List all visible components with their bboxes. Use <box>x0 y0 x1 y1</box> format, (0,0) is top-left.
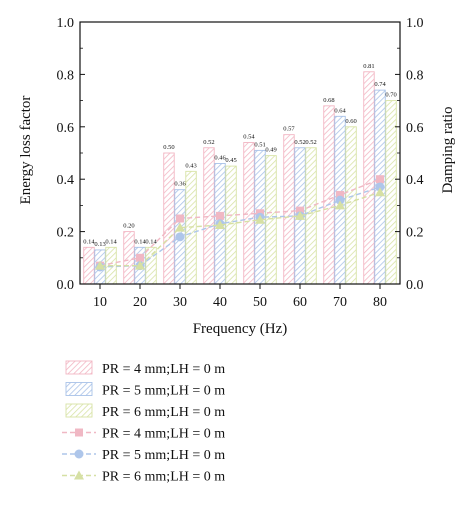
data-label-3-50: 0.49 <box>265 147 276 154</box>
data-labels-layer: 0.140.200.500.520.540.570.680.810.13 0.14… <box>83 63 396 248</box>
y-left-tick-label-0.0: 0.0 <box>57 278 75 293</box>
marker-2-70 <box>335 195 345 205</box>
data-label-3-60: 0.52 <box>305 139 316 146</box>
y-right-tick-label-0.2: 0.2 <box>406 226 424 241</box>
marker-3-70 <box>335 200 345 210</box>
axes-layer: 0.0 0.2 0.4 0.6 0.8 1.0 0.0 0.2 0.4 0.6 0.8 1.0 10 20… <box>57 16 424 310</box>
marker-1-80 <box>376 175 384 184</box>
marker-3-40 <box>215 220 225 230</box>
y-left-tick-label-1.0: 1.0 <box>57 16 75 31</box>
legend-swatch-bar-1 <box>65 360 93 375</box>
data-label-1-20: 0.20 <box>123 223 134 230</box>
marker-3-10 <box>95 260 105 270</box>
x-tick-label-40: 40 <box>213 295 227 310</box>
marker-1-40 <box>216 211 224 220</box>
legend-label-line-2: PR = 5 mm;LH = 0 m <box>102 448 225 463</box>
y-right-tick-label-0.8: 0.8 <box>406 68 424 83</box>
marker-3-30 <box>175 222 185 232</box>
data-label-2-60: 0.52 <box>294 139 305 146</box>
bars-layer <box>83 71 397 285</box>
data-label-3-10: 0.14 <box>105 238 117 245</box>
data-label-1-60: 0.57 <box>283 126 295 133</box>
legend-label-line-1: PR = 4 mm;LH = 0 m <box>102 427 225 442</box>
data-label-2-10: 0.13 <box>94 241 105 248</box>
marker-2-80 <box>375 182 385 192</box>
y-right-tick-label-0.0: 0.0 <box>406 278 424 293</box>
x-tick-label-30: 30 <box>173 295 187 310</box>
line-series-2 <box>99 186 381 268</box>
legend-label-line-3: PR = 6 mm;LH = 0 m <box>102 470 225 485</box>
marker-2-30 <box>175 232 185 242</box>
bar-1-10 <box>83 246 95 285</box>
data-label-1-70: 0.68 <box>323 97 334 104</box>
y-left-tick-label-0.8: 0.8 <box>57 68 75 83</box>
legend-marker-1 <box>75 428 83 437</box>
marker-3-60 <box>295 210 305 220</box>
data-label-1-40: 0.52 <box>203 139 214 146</box>
bar-1-60 <box>283 134 295 285</box>
marker-3-80 <box>375 187 385 197</box>
bar-3-80 <box>385 100 397 285</box>
x-tick-label-60: 60 <box>293 295 307 310</box>
bar-1-80 <box>363 71 375 285</box>
bar-1-70 <box>323 105 335 285</box>
lines-layer <box>95 175 385 272</box>
data-label-3-20: 0.14 <box>145 238 157 245</box>
bar-3-70 <box>345 126 357 285</box>
bar-1-30 <box>163 152 175 285</box>
data-label-3-40: 0.45 <box>225 157 236 164</box>
data-label-1-10: 0.14 <box>83 238 95 245</box>
legend-label-bar-3: PR = 6 mm;LH = 0 m <box>102 405 225 420</box>
bar-3-20 <box>145 246 157 285</box>
bar-3-40 <box>225 165 237 285</box>
y-axis-left-title: Energy loss factor <box>18 96 34 205</box>
legend-swatch-bar-3 <box>65 403 93 418</box>
marker-1-60 <box>296 206 304 215</box>
legend-swatch-bar-2 <box>65 382 93 396</box>
data-label-2-80: 0.74 <box>374 81 386 88</box>
line-series-3 <box>100 191 381 267</box>
y-right-tick-label-1.0: 1.0 <box>406 16 424 31</box>
y-right-tick-label-0.4: 0.4 <box>406 173 424 188</box>
x-tick-label-20: 20 <box>133 295 147 310</box>
y-axis-right-title: Damping ratio <box>440 106 456 193</box>
data-label-2-20: 0.14 <box>134 238 146 245</box>
marker-1-70 <box>336 190 344 199</box>
bar-3-30 <box>185 170 197 285</box>
y-right-tick-label-0.6: 0.6 <box>406 121 424 136</box>
data-label-2-70: 0.64 <box>334 107 346 114</box>
x-tick-label-50: 50 <box>253 295 267 310</box>
legend-label-bar-1: PR = 4 mm;LH = 0 m <box>102 362 225 377</box>
data-label-2-30: 0.36 <box>174 181 186 188</box>
marker-1-30 <box>176 214 184 223</box>
bar-1-20 <box>123 231 135 285</box>
legend-label-bar-2: PR = 5 mm;LH = 0 m <box>102 384 225 399</box>
data-label-1-50: 0.54 <box>243 134 255 141</box>
data-label-2-50: 0.51 <box>254 141 265 148</box>
legend-marker-3 <box>74 470 84 480</box>
legend: PR = 4 mm;LH = 0 m PR = 5 mm;LH = 0 m PR =… <box>62 360 225 485</box>
marker-3-50 <box>255 214 265 224</box>
marker-3-20 <box>135 260 145 270</box>
data-label-3-70: 0.60 <box>345 118 356 125</box>
marker-1-20 <box>136 253 144 262</box>
data-label-1-30: 0.50 <box>163 144 174 151</box>
x-tick-label-10: 10 <box>93 295 107 310</box>
bar-3-60 <box>305 147 317 285</box>
x-tick-label-70: 70 <box>333 295 347 310</box>
y-left-tick-label-0.4: 0.4 <box>57 173 75 188</box>
data-label-3-80: 0.70 <box>385 92 396 99</box>
line-series-1 <box>99 178 381 267</box>
legend-marker-2 <box>74 449 84 459</box>
data-label-1-80: 0.81 <box>363 63 374 70</box>
y-left-tick-label-0.2: 0.2 <box>57 226 75 241</box>
x-axis-title: Frequency (Hz) <box>193 321 288 337</box>
bar-3-50 <box>265 155 277 285</box>
y-left-tick-label-0.6: 0.6 <box>57 121 75 136</box>
data-label-2-40: 0.46 <box>214 154 226 161</box>
x-tick-label-80: 80 <box>373 295 387 310</box>
data-label-3-30: 0.43 <box>185 162 196 169</box>
